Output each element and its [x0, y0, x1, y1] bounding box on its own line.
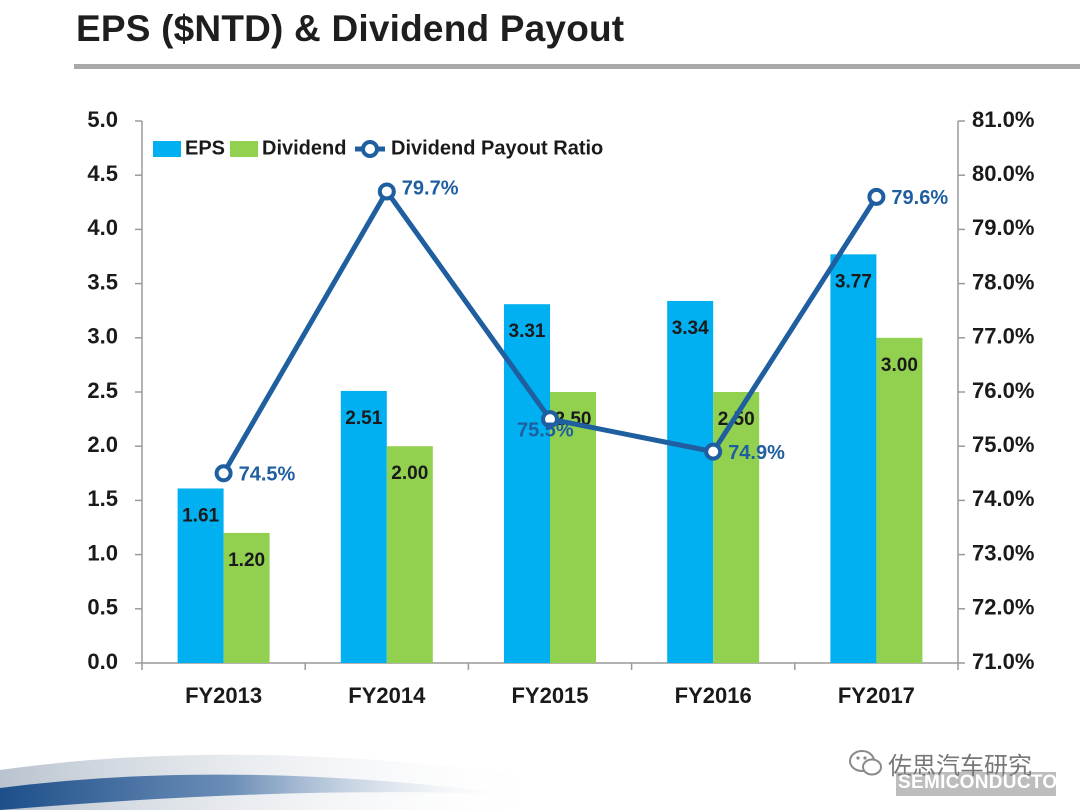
dividend-value-label: 2.00 [391, 463, 428, 484]
left-tick-label: 0.0 [87, 649, 118, 674]
dividend-bar [386, 446, 433, 663]
x-tick-label: FY2014 [348, 683, 426, 708]
left-tick-label: 2.0 [87, 432, 118, 457]
right-tick-label: 81.0% [972, 107, 1034, 132]
payout-ratio-point [214, 464, 233, 483]
left-tick-label: 3.5 [87, 269, 118, 294]
legend-dividend-swatch [230, 141, 258, 157]
right-tick-label: 80.0% [972, 161, 1034, 186]
dividend-value-label: 1.20 [228, 550, 265, 571]
payout-ratio-label: 74.5% [239, 464, 296, 486]
right-tick-label: 78.0% [972, 269, 1034, 294]
legend-dividend-label: Dividend [262, 137, 346, 159]
x-tick-label: FY2016 [675, 683, 752, 708]
payout-ratio-label: 75.5% [517, 419, 574, 441]
eps-bar [667, 300, 714, 663]
x-tick-label: FY2017 [838, 683, 915, 708]
legend-eps-swatch [153, 141, 181, 157]
eps-bar [340, 390, 387, 663]
left-tick-label: 0.5 [87, 595, 118, 620]
legend-ratio-marker [361, 140, 379, 158]
eps-value-label: 3.34 [672, 318, 709, 339]
eps-bar [504, 304, 550, 663]
footer-swoosh [0, 754, 560, 810]
payout-ratio-point [541, 410, 559, 429]
wechat-icon [849, 750, 882, 776]
eps-value-label: 3.77 [835, 271, 872, 292]
right-tick-label: 72.0% [972, 595, 1034, 620]
watermark-bar [896, 772, 1056, 796]
right-tick-label: 79.0% [972, 215, 1034, 240]
right-tick-label: 71.0% [972, 649, 1034, 674]
left-tick-label: 4.5 [87, 161, 118, 186]
dividend-bar [876, 337, 923, 663]
payout-ratio-point [704, 442, 723, 461]
eps-dividend-chart: 0.0 0.5 1.0 1.5 2.0 2.5 3.0 3.5 4.0 4.5 5.0 71.0% 72… [87, 107, 1034, 708]
right-tick-label: 77.0% [972, 324, 1034, 349]
right-tick-label: 73.0% [972, 540, 1034, 565]
right-tick-label: 75.0% [972, 432, 1034, 457]
dividend-bar [223, 532, 270, 663]
x-tick-label: FY2013 [185, 683, 262, 708]
dividend-value-label: 3.00 [881, 355, 918, 376]
left-tick-label: 3.0 [87, 324, 118, 349]
eps-value-label: 3.31 [509, 321, 546, 342]
x-tick-label: FY2015 [511, 683, 588, 708]
dividend-bar [713, 392, 760, 663]
company-logo-text: SEMICONDUCTOR [898, 772, 1072, 793]
right-tick-label: 74.0% [972, 486, 1034, 511]
payout-ratio-label: 74.9% [728, 442, 785, 464]
eps-value-label: 1.61 [182, 505, 219, 526]
legend-eps-label: EPS [185, 137, 225, 159]
left-tick-label: 2.5 [87, 378, 118, 403]
payout-ratio-label: 79.7% [402, 178, 459, 200]
eps-value-label: 2.51 [345, 408, 382, 429]
watermark: 佐思汽车研究 SEMICONDUCTOR [848, 746, 1071, 804]
title-divider [74, 64, 1080, 69]
legend-ratio-label: Dividend Payout Ratio [391, 137, 603, 159]
left-tick-label: 1.0 [87, 540, 118, 565]
eps-bar [830, 254, 877, 663]
left-tick-label: 1.5 [87, 486, 118, 511]
payout-ratio-point [867, 187, 886, 206]
page-title: EPS ($NTD) & Dividend Payout [76, 8, 625, 49]
left-tick-label: 5.0 [87, 107, 118, 132]
watermark-text: 佐思汽车研究 [888, 752, 1032, 780]
dividend-bar [550, 392, 596, 663]
payout-ratio-label: 79.6% [891, 187, 948, 209]
left-tick-label: 4.0 [87, 215, 118, 240]
right-tick-label: 76.0% [972, 378, 1034, 403]
eps-bar [177, 488, 224, 663]
payout-ratio-point [377, 182, 396, 201]
